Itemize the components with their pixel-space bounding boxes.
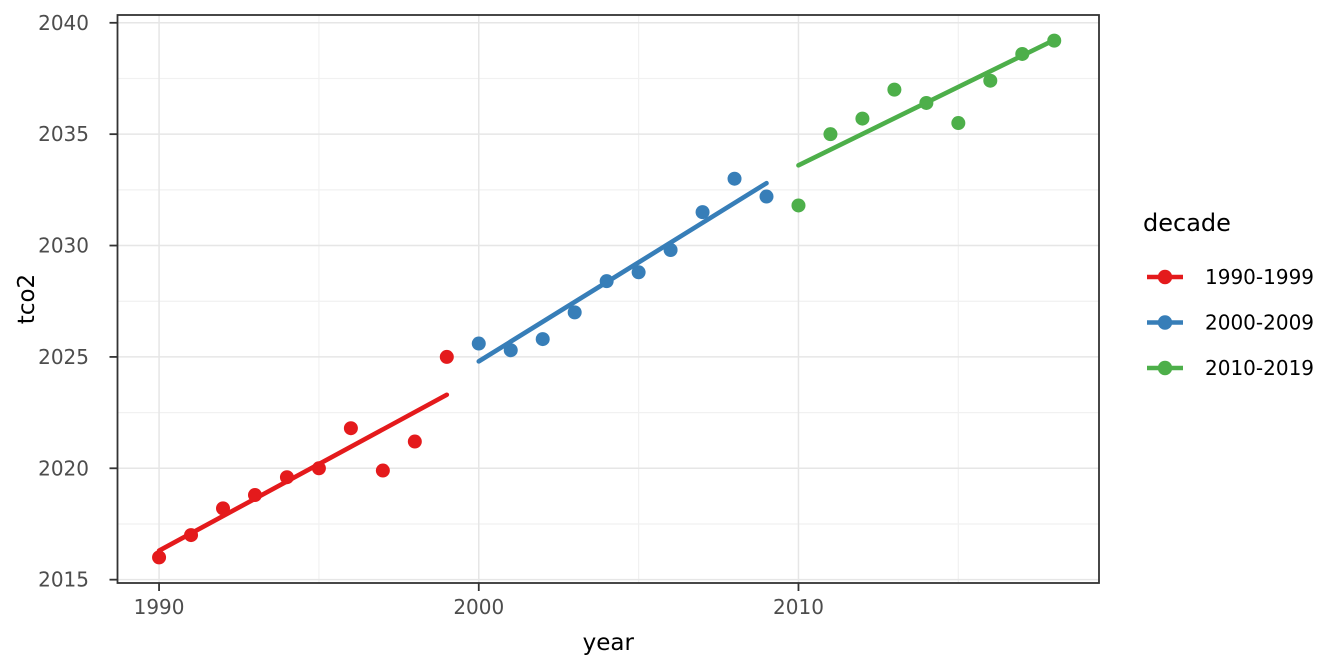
data-point: [727, 171, 742, 186]
data-point: [567, 305, 582, 320]
y-axis-title: tco2: [14, 274, 40, 324]
y-tick-label: 2020: [38, 456, 89, 480]
data-point: [951, 116, 966, 131]
data-point: [631, 265, 646, 280]
y-tick-label: 2025: [38, 345, 89, 369]
legend-label: 2000-2009: [1205, 311, 1314, 335]
data-point: [471, 336, 486, 351]
data-point: [407, 434, 422, 449]
legend-key-dot: [1157, 269, 1173, 285]
data-point: [759, 189, 774, 204]
trend-line: [796, 36, 1060, 168]
x-tick-label: 2010: [773, 595, 824, 619]
data-point: [695, 205, 710, 220]
y-tick-label: 2035: [38, 122, 89, 146]
data-point: [503, 343, 518, 358]
data-point: [887, 82, 902, 97]
data-point: [983, 73, 998, 88]
panel-background: [117, 15, 1099, 583]
data-point: [823, 127, 838, 142]
legend-label: 1990-1999: [1205, 265, 1314, 289]
data-point: [855, 111, 870, 126]
data-point: [375, 463, 390, 478]
legend-key-dot: [1157, 315, 1173, 330]
y-tick-label: 2040: [38, 11, 89, 35]
x-tick-label: 2000: [453, 595, 504, 619]
data-point: [791, 198, 806, 213]
x-axis-title: year: [583, 630, 635, 656]
legend-label: 2010-2019: [1205, 356, 1314, 380]
data-point: [152, 550, 167, 565]
trend-line: [156, 392, 450, 554]
legend-key-dot: [1157, 360, 1173, 376]
panel-border: [116, 14, 1100, 584]
data-point: [343, 421, 358, 436]
trend-line: [476, 180, 769, 364]
legend-title: decade: [1143, 209, 1231, 237]
y-tick-label: 2015: [38, 568, 89, 592]
data-point: [535, 332, 550, 347]
x-tick-label: 1990: [134, 595, 185, 619]
y-tick-label: 2030: [38, 234, 89, 258]
data-point: [439, 349, 454, 364]
